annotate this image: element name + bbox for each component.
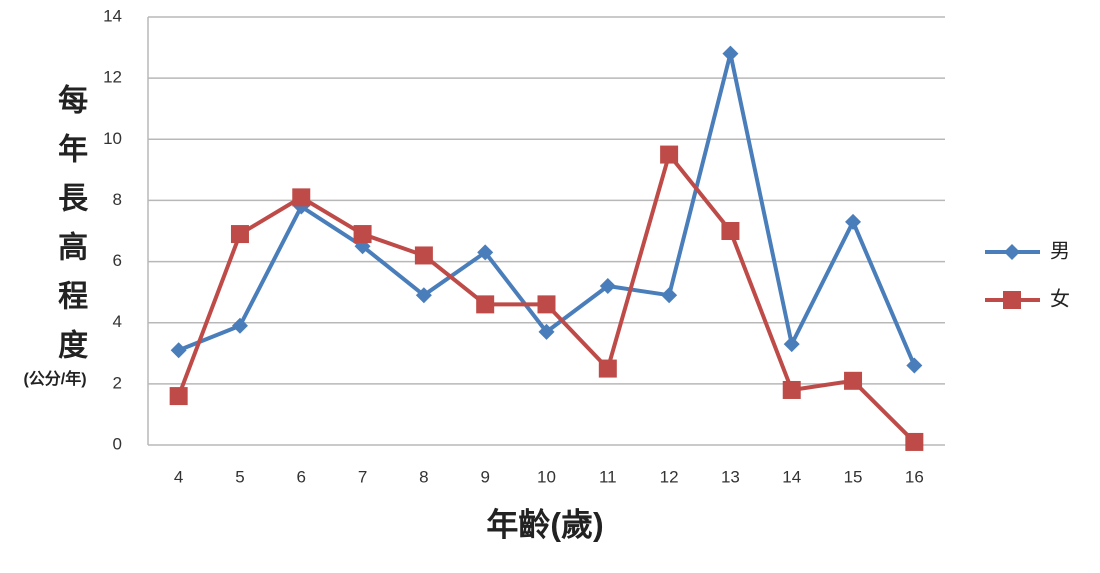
data-point — [170, 342, 187, 359]
y-tick-label: 12 — [103, 68, 122, 87]
x-axis-label: 年齡(歲) — [486, 506, 603, 542]
data-point — [476, 295, 495, 314]
data-point — [353, 225, 372, 244]
y-axis-label: 每年長高程度 — [53, 83, 88, 378]
series-line — [177, 51, 917, 367]
x-tick-label: 5 — [235, 467, 244, 486]
data-point — [537, 295, 556, 314]
data-point — [844, 371, 863, 390]
data-point — [722, 45, 739, 62]
legend-label: 女 — [1050, 287, 1070, 310]
data-point — [477, 244, 494, 261]
x-tick-label: 10 — [537, 467, 556, 486]
y-tick-label: 6 — [113, 251, 122, 270]
data-point — [721, 222, 740, 240]
x-tick-label: 9 — [480, 467, 489, 486]
data-point — [169, 387, 188, 406]
x-tick-label: 7 — [358, 467, 367, 486]
x-tick-label: 11 — [599, 467, 617, 486]
data-point — [1004, 244, 1020, 260]
data-point — [905, 432, 924, 451]
x-tick-label: 12 — [660, 467, 679, 486]
data-point — [660, 145, 679, 164]
x-tick-label: 6 — [297, 467, 306, 486]
data-point — [1003, 291, 1021, 309]
data-point — [538, 323, 555, 340]
legend-label: 男 — [1050, 240, 1070, 262]
y-tick-label: 0 — [113, 434, 122, 453]
data-point — [231, 317, 248, 334]
y-tick-label: 4 — [113, 312, 122, 331]
data-point — [782, 380, 801, 399]
x-tick-label: 8 — [419, 467, 428, 486]
y-axis-unit: (公分/年) — [23, 369, 86, 388]
data-point — [415, 287, 432, 304]
x-tick-label: 13 — [721, 467, 740, 486]
y-tick-label: 2 — [113, 373, 122, 392]
x-tick-label: 14 — [782, 467, 801, 486]
y-tick-label: 14 — [103, 6, 122, 25]
data-point — [661, 287, 678, 304]
data-point — [599, 278, 616, 295]
data-point — [230, 225, 249, 244]
data-point — [292, 188, 311, 207]
y-tick-label: 10 — [103, 129, 122, 148]
y-tick-label: 8 — [113, 190, 122, 209]
data-point — [845, 213, 862, 230]
x-tick-label: 15 — [844, 467, 863, 486]
x-tick-label: 4 — [174, 467, 183, 486]
data-point — [783, 336, 800, 353]
data-point — [414, 246, 433, 265]
data-point — [906, 357, 923, 374]
x-tick-label: 16 — [905, 467, 924, 486]
data-point — [598, 359, 617, 378]
